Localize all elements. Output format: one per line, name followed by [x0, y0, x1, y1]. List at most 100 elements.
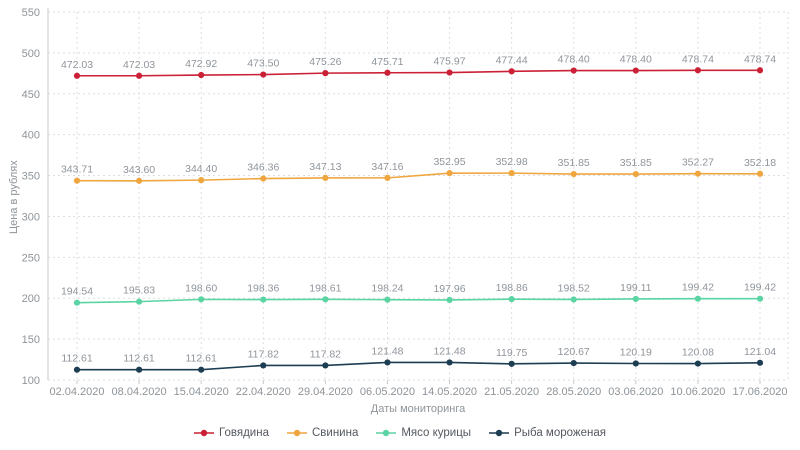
data-point[interactable] [198, 71, 205, 79]
data-point[interactable] [632, 360, 639, 367]
point-label: 197.96 [433, 283, 465, 295]
data-point[interactable] [446, 69, 453, 76]
data-point[interactable] [694, 170, 702, 177]
point-label: 351.85 [620, 157, 652, 169]
legend-marker-icon [286, 429, 307, 437]
data-point[interactable] [135, 72, 143, 79]
legend-label: Говядина [219, 427, 269, 439]
data-point[interactable] [756, 359, 764, 366]
legend-marker-icon [489, 429, 510, 437]
x-tick-label: 02.04.2020 [49, 386, 104, 398]
data-point[interactable] [73, 299, 81, 306]
series-line-2 [76, 297, 760, 304]
data-point[interactable] [73, 177, 81, 184]
point-label: 352.27 [682, 157, 714, 169]
legend-marker-icon [376, 429, 397, 437]
legend-label: Свинина [311, 427, 359, 439]
data-point[interactable] [446, 170, 453, 177]
x-axis-title: Даты мониторинга [370, 403, 466, 415]
point-label: 475.26 [309, 56, 341, 68]
x-tick-label: 29.04.2020 [298, 386, 353, 398]
point-label: 112.61 [186, 353, 217, 365]
x-tick-label: 28.05.2020 [546, 386, 601, 398]
data-point[interactable] [632, 170, 639, 178]
y-axis-title: Цена в рублях [8, 160, 20, 234]
point-label: 120.08 [682, 347, 714, 359]
legend-item-3[interactable]: Рыба мороженая [489, 427, 606, 439]
series-line-3 [77, 361, 761, 371]
data-point[interactable] [570, 359, 577, 367]
data-point[interactable] [756, 295, 764, 302]
data-point[interactable] [632, 295, 639, 303]
data-point[interactable] [260, 71, 267, 78]
data-point[interactable] [508, 296, 515, 303]
data-point[interactable] [508, 360, 515, 367]
point-label: 117.82 [248, 348, 279, 360]
y-tick-label: 150 [22, 334, 40, 346]
point-label: 475.97 [433, 56, 465, 68]
data-point[interactable] [322, 70, 329, 77]
data-point[interactable] [260, 175, 267, 182]
y-tick-label: 550 [22, 7, 40, 19]
data-point[interactable] [570, 170, 577, 178]
data-point[interactable] [756, 170, 764, 177]
point-label: 351.85 [558, 157, 590, 169]
data-point[interactable] [694, 295, 702, 302]
data-point[interactable] [508, 170, 515, 177]
data-point[interactable] [570, 67, 577, 74]
x-tick-label: 03.06.2020 [608, 386, 663, 398]
data-point[interactable] [446, 359, 453, 366]
data-point[interactable] [508, 68, 515, 75]
data-point[interactable] [198, 366, 205, 373]
point-label: 347.16 [371, 161, 403, 173]
data-point[interactable] [570, 296, 577, 303]
x-tick-label: 08.04.2020 [112, 386, 167, 398]
point-label: 472.03 [123, 59, 155, 71]
point-label: 352.98 [496, 156, 528, 168]
data-point[interactable] [322, 362, 329, 369]
x-tick-label: 14.05.2020 [422, 386, 477, 398]
data-point[interactable] [694, 67, 702, 74]
data-point[interactable] [694, 360, 702, 367]
y-tick-label: 200 [22, 293, 40, 305]
point-label: 120.19 [620, 346, 652, 358]
point-label: 352.95 [433, 156, 465, 168]
point-label: 344.40 [185, 163, 217, 175]
data-point[interactable] [384, 359, 391, 366]
data-point[interactable] [756, 67, 764, 74]
data-point[interactable] [384, 69, 391, 76]
data-point[interactable] [198, 177, 205, 184]
data-point[interactable] [260, 296, 267, 303]
legend: Говядина Свинина Мясо курицы Рыба мороженая [0, 427, 800, 439]
point-label: 346.36 [247, 162, 279, 174]
data-point[interactable] [135, 298, 143, 305]
point-label: 478.40 [620, 54, 652, 66]
point-label: 119.75 [496, 347, 527, 359]
data-point[interactable] [198, 296, 205, 303]
data-point[interactable] [632, 67, 639, 74]
data-point[interactable] [260, 362, 267, 369]
y-tick-label: 400 [22, 130, 40, 142]
data-point[interactable] [73, 366, 81, 373]
point-label: 198.61 [309, 282, 341, 294]
y-tick-label: 250 [22, 252, 40, 264]
series-line-0 [77, 69, 760, 77]
point-label: 478.74 [682, 53, 714, 65]
data-point[interactable] [384, 174, 391, 181]
data-point[interactable] [446, 296, 453, 303]
legend-item-0[interactable]: Говядина [194, 427, 269, 439]
y-tick-label: 350 [22, 171, 40, 183]
point-label: 199.11 [620, 282, 651, 294]
data-point[interactable] [135, 366, 143, 373]
point-label: 478.40 [558, 54, 590, 66]
data-point[interactable] [322, 296, 329, 303]
data-point[interactable] [135, 177, 143, 184]
y-tick-label: 450 [22, 89, 40, 101]
data-point[interactable] [73, 72, 81, 79]
legend-item-2[interactable]: Мясо курицы [376, 427, 471, 439]
data-point[interactable] [322, 174, 329, 182]
data-point[interactable] [384, 296, 391, 303]
legend-item-1[interactable]: Свинина [286, 427, 359, 439]
y-tick-label: 100 [22, 375, 40, 387]
